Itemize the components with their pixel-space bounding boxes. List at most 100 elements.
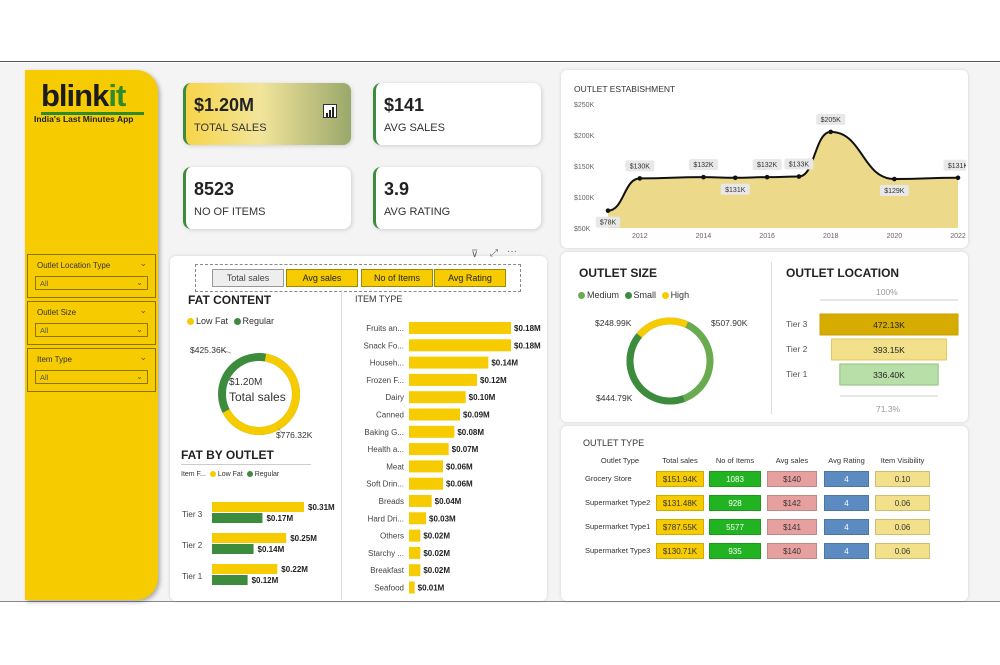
brand-logo: blinkit (41, 78, 126, 113)
metric-button-total-sales[interactable]: Total sales (212, 269, 284, 287)
item-type-bar[interactable] (409, 425, 455, 438)
donut-small-arc (626, 317, 714, 405)
item-type-bar[interactable] (409, 564, 421, 577)
table-header[interactable]: Avg sales (775, 456, 809, 465)
item-type-bar[interactable] (409, 322, 511, 334)
line-point[interactable] (701, 174, 706, 180)
funnel-bar[interactable] (839, 363, 939, 386)
item-type-bar[interactable] (409, 373, 477, 386)
x-tick-label: 2022 (950, 233, 966, 240)
funnel-bar[interactable] (819, 313, 959, 336)
metric-button-avg-rating[interactable]: Avg Rating (434, 269, 506, 287)
fat-by-outlet-low-fat-bar[interactable] (212, 533, 287, 543)
item-type-value-label: $0.02M (423, 549, 450, 558)
item-type-bar[interactable] (409, 391, 466, 404)
fat-by-outlet-regular-bar[interactable] (212, 575, 248, 585)
data-label: $131K (948, 163, 966, 170)
funnel-bottom-percent: 71.3% (876, 404, 901, 414)
table-cell: 1083 (709, 471, 761, 487)
item-type-category-label: Breakfast (370, 566, 405, 575)
filter-dropdown[interactable]: All ⌄ (35, 276, 148, 290)
item-type-category-label: Househ... (370, 359, 404, 368)
outlet-size-location-panel (561, 252, 968, 422)
item-type-bar[interactable] (409, 339, 511, 352)
outlet-location-title: OUTLET LOCATION (786, 266, 900, 280)
data-label-bg (879, 185, 909, 197)
table-cell: 0.10 (875, 471, 930, 487)
fat-by-outlet-regular-bar[interactable] (212, 544, 254, 554)
data-label-bg (625, 160, 655, 172)
item-type-category-label: Meat (386, 462, 405, 471)
filter-value: All (40, 279, 49, 288)
item-type-bar[interactable] (409, 529, 421, 542)
line-point[interactable] (605, 208, 611, 213)
data-label-bg (688, 159, 718, 171)
data-label: $205K (821, 117, 842, 124)
filter-outlet-size[interactable]: Outlet Size ⌄ All ⌄ (27, 301, 156, 345)
table-header[interactable]: Avg Rating (828, 456, 865, 465)
chevron-down-icon[interactable]: ⌄ (139, 258, 147, 268)
table-cell: 4 (824, 543, 869, 559)
filter-dropdown[interactable]: All ⌄ (35, 323, 148, 337)
chevron-down-icon[interactable]: ⌄ (139, 352, 147, 362)
kpi-value: 3.9 (384, 179, 410, 199)
divider (181, 464, 311, 465)
metric-button-avg-sales[interactable]: Avg sales (286, 269, 358, 287)
fat-by-outlet-regular-bar[interactable] (212, 513, 263, 523)
funnel-value-label: 472.13K (873, 320, 905, 330)
table-header[interactable]: Outlet Type (600, 456, 640, 465)
item-type-bar[interactable] (409, 495, 432, 507)
kpi-avg-rating: 3.9 AVG RATING (373, 167, 541, 229)
line-point[interactable] (764, 174, 770, 180)
item-type-bar[interactable] (409, 460, 443, 473)
metric-button-no-of-items[interactable]: No of Items (361, 269, 433, 287)
item-type-bar[interactable] (409, 356, 489, 369)
table-row-label: Grocery Store (585, 474, 632, 483)
item-type-bar[interactable] (409, 581, 415, 594)
item-type-chart: Fruits an... $0.18M Snack Fo... $0.18M House… (364, 322, 541, 594)
funnel-top-percent: 100% (876, 287, 898, 297)
item-type-bar[interactable] (409, 512, 426, 525)
table-header[interactable]: No of Items (715, 456, 755, 465)
fat-by-outlet-low-fat-bar[interactable] (212, 502, 304, 512)
line-point[interactable] (828, 129, 834, 135)
item-type-value-label: $0.18M (514, 341, 541, 350)
table-header[interactable]: Item Visibility (880, 456, 925, 465)
legend-label: High (670, 290, 690, 300)
filter-outlet-location-type[interactable]: Outlet Location Type ⌄ All ⌄ (27, 254, 156, 298)
donut-center-label: Total sales (229, 390, 286, 404)
filter-label: Outlet Size (37, 308, 77, 317)
line-point[interactable] (955, 175, 961, 181)
data-label-bg (943, 159, 966, 171)
filter-icon[interactable]: ⊽ (471, 249, 479, 260)
outlet-size-legend: Medium Small High (578, 290, 689, 300)
table-cell: $140 (767, 471, 817, 487)
expand-icon[interactable]: ⤢ (490, 248, 498, 259)
more-options-icon[interactable]: ··· (507, 246, 517, 257)
line-point[interactable] (796, 174, 802, 179)
table-cell: 0.06 (875, 543, 930, 559)
line-point[interactable] (637, 176, 643, 181)
legend-label: Low Fat (196, 316, 229, 326)
legend-dot-low-fat (187, 318, 194, 326)
item-type-category-label: Others (380, 532, 404, 541)
funnel-bar[interactable] (831, 338, 947, 361)
line-point[interactable] (732, 175, 738, 181)
table-cell: $141 (767, 519, 817, 535)
table-header[interactable]: Total sales (662, 456, 698, 465)
item-type-bar[interactable] (409, 408, 460, 421)
item-type-bar[interactable] (409, 443, 449, 456)
fat-by-outlet-low-fat-bar[interactable] (212, 564, 278, 574)
window-top-band (0, 0, 1000, 62)
item-type-bar[interactable] (409, 477, 443, 490)
item-type-bar[interactable] (409, 546, 421, 559)
chevron-down-icon[interactable]: ⌄ (139, 305, 147, 315)
item-type-category-label: Soft Drin... (366, 480, 404, 489)
line-point[interactable] (892, 176, 897, 182)
data-label-bg (816, 113, 846, 125)
item-type-value-label: $0.06M (446, 462, 473, 471)
filter-item-type[interactable]: Item Type ⌄ All ⌄ (27, 348, 156, 392)
y-tick-label: $150K (574, 164, 595, 171)
legend-label: Small (633, 290, 657, 300)
filter-dropdown[interactable]: All ⌄ (35, 370, 148, 384)
